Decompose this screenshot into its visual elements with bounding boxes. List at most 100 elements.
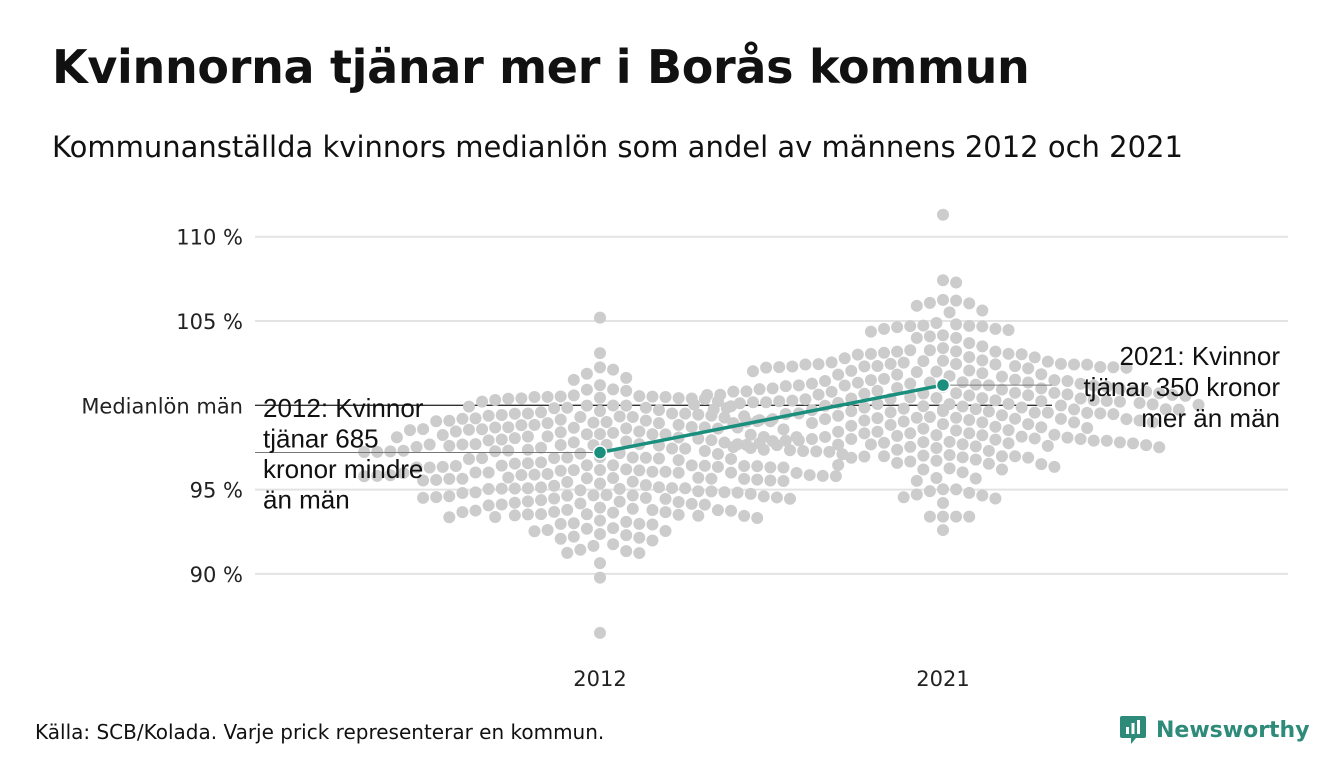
kommun-dot: [825, 356, 838, 369]
kommun-dot: [963, 413, 976, 426]
kommun-dot: [1172, 403, 1185, 416]
kommun-dot: [786, 360, 799, 373]
kommun-dot: [725, 504, 738, 517]
kommun-dot: [1022, 389, 1035, 402]
kommun-dot: [845, 451, 858, 464]
kommun-dot: [718, 486, 731, 499]
kommun-dot: [871, 425, 884, 438]
kommun-dot: [963, 427, 976, 440]
kommun-dot: [417, 474, 430, 487]
kommun-dot: [897, 356, 910, 369]
kommun-dot: [930, 471, 943, 484]
kommun-dot: [672, 418, 685, 431]
kommun-dot: [430, 473, 443, 486]
kommun-dot: [1041, 355, 1054, 368]
kommun-dot: [679, 407, 692, 420]
kommun-dot: [502, 421, 515, 434]
kommun-dot: [711, 460, 724, 473]
kommun-dot: [535, 406, 548, 419]
kommun-dot: [449, 425, 462, 438]
x-tick-label: 2021: [916, 667, 969, 691]
kommun-dot: [620, 529, 633, 542]
kommun-dot: [950, 483, 963, 496]
y-tick-label: 90 %: [190, 563, 243, 587]
kommun-dot: [1159, 403, 1172, 416]
kommun-dot: [1028, 406, 1041, 419]
kommun-dot: [904, 320, 917, 333]
kommun-dot: [891, 443, 904, 456]
kommun-dot: [430, 415, 443, 428]
kommun-dot: [554, 532, 567, 545]
kommun-dot: [851, 348, 864, 361]
kommun-dot: [766, 382, 779, 395]
kommun-dot: [864, 347, 877, 360]
kommun-dot: [620, 371, 633, 384]
kommun-dot: [535, 441, 548, 454]
annotation-2012-line: än män: [263, 485, 350, 515]
kommun-dot: [746, 365, 759, 378]
kommun-dot: [685, 497, 698, 510]
kommun-dot: [897, 402, 910, 415]
kommun-dot: [923, 510, 936, 523]
kommun-dot: [950, 331, 963, 344]
annotation-2021: 2021: Kvinnor tjänar 350 kronor mer än män: [1083, 341, 1280, 433]
kommun-dot: [976, 320, 989, 333]
kommun-dot: [904, 377, 917, 390]
kommun-dot: [937, 497, 949, 510]
kommun-dot: [976, 392, 989, 405]
kommun-dot: [620, 463, 633, 476]
kommun-dot: [482, 409, 495, 422]
kommun-dot: [672, 496, 685, 509]
kommun-dot: [950, 276, 963, 289]
kommun-dot: [692, 509, 705, 522]
kommun-dot: [613, 410, 626, 423]
kommun-dot: [727, 441, 740, 454]
kommun-dot: [607, 522, 620, 535]
kommun-dot: [620, 545, 633, 558]
kommun-dot: [469, 438, 482, 451]
kommun-dot: [580, 383, 593, 396]
kommun-dot: [692, 471, 705, 484]
kommun-dot: [561, 451, 574, 464]
kommun-dot: [554, 464, 567, 477]
kommun-dot: [508, 482, 521, 495]
kommun-dot: [567, 421, 580, 434]
kommun-dot: [1002, 323, 1015, 336]
kommun-dot: [1074, 392, 1087, 405]
kommun-dot: [1081, 358, 1094, 371]
kommun-dot: [1054, 412, 1067, 425]
kommun-dot: [937, 274, 949, 287]
kommun-dot: [594, 311, 606, 324]
kommun-dot: [937, 405, 949, 418]
kommun-dot: [652, 417, 665, 430]
kommun-dot: [858, 414, 871, 427]
kommun-dot: [950, 318, 963, 331]
kommun-dot: [1140, 439, 1153, 452]
highlight-point-2012: [592, 445, 608, 460]
kommun-dot: [672, 454, 685, 467]
kommun-dot: [937, 418, 949, 431]
kommun-dot: [1002, 424, 1015, 437]
kommun-dot: [871, 359, 884, 372]
kommun-dot: [714, 388, 727, 401]
kommun-dot: [969, 403, 982, 416]
kommun-dot: [891, 321, 904, 334]
kommun-dot: [878, 322, 891, 335]
kommun-dot: [1094, 407, 1107, 420]
kommun-dot: [930, 316, 943, 329]
kommun-dot: [535, 481, 548, 494]
kommun-dot: [923, 485, 936, 498]
kommun-dot: [443, 439, 456, 452]
kommun-dot: [541, 417, 554, 430]
kommun-dot: [923, 344, 936, 357]
kommun-dot: [891, 368, 904, 381]
annotation-2012-line: tjänar 685: [263, 424, 379, 454]
kommun-dot: [779, 434, 792, 447]
kommun-dot: [1074, 377, 1087, 390]
kommun-dot: [1120, 413, 1133, 426]
kommun-dot: [1002, 397, 1015, 410]
kommun-dot: [845, 432, 858, 445]
kommun-dot: [594, 528, 606, 541]
kommun-dot: [989, 322, 1002, 335]
kommun-dot: [823, 445, 836, 458]
